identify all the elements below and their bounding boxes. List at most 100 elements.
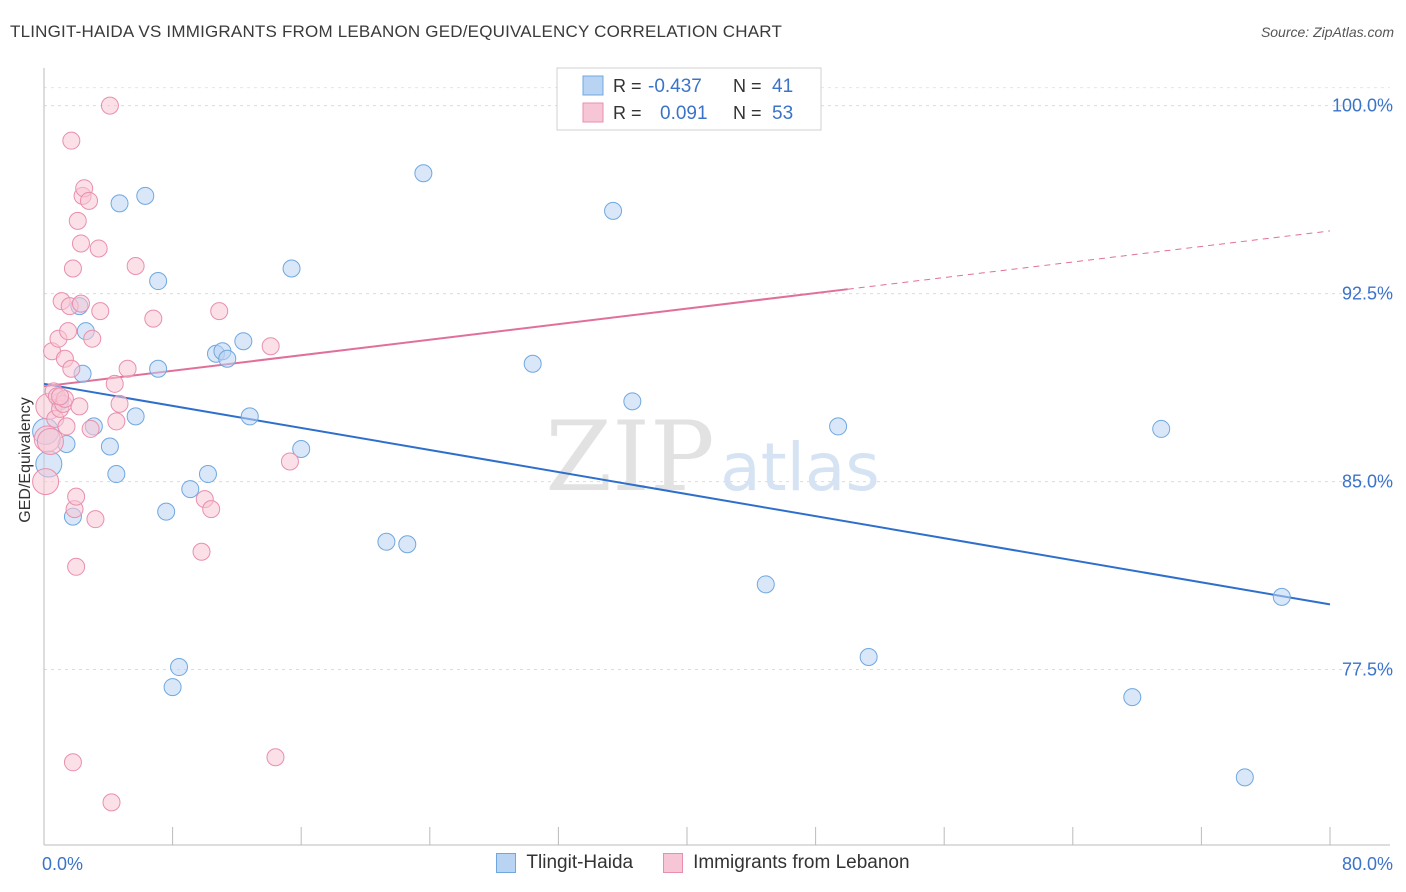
- legend-entry-lebanon: Immigrants from Lebanon: [663, 852, 910, 874]
- scatter-point-tlingit: [377, 532, 396, 551]
- scatter-point-lebanon: [102, 793, 121, 812]
- trend-line-extension-1: [847, 230, 1331, 290]
- watermark: ZIP atlas: [545, 401, 879, 513]
- scatter-point-tlingit: [181, 480, 200, 499]
- legend-label-tlingit: Tlingit-Haida: [526, 852, 634, 873]
- grid-layer: [44, 87, 1390, 671]
- scatter-point-lebanon: [107, 412, 126, 431]
- scatter-point-lebanon: [63, 259, 82, 278]
- scatter-point-tlingit: [292, 439, 311, 458]
- scatter-point-tlingit: [136, 186, 155, 205]
- scatter-point-tlingit: [240, 407, 259, 426]
- scatter-point-tlingit: [149, 272, 168, 291]
- scatter-point-tlingit: [100, 437, 119, 456]
- scatter-point-lebanon: [89, 239, 108, 258]
- scatter-point-tlingit: [604, 201, 623, 220]
- scatter-point-lebanon: [51, 387, 70, 406]
- trend-layer: [43, 230, 1331, 606]
- legend-n-label-1: N =: [733, 76, 762, 96]
- scatter-point-tlingit: [110, 194, 129, 213]
- y-tick-label: 85.0%: [1342, 472, 1393, 492]
- scatter-point-lebanon: [210, 302, 229, 321]
- scatter-point-tlingit: [170, 658, 189, 677]
- trend-line-0: [43, 382, 1331, 606]
- scatter-point-lebanon: [280, 452, 299, 471]
- y-tick-labels: 77.5% 85.0% 92.5% 100.0%: [1332, 96, 1393, 680]
- scatter-point-lebanon: [202, 500, 221, 519]
- watermark-zip: ZIP: [545, 401, 714, 513]
- scatter-point-lebanon: [126, 257, 145, 276]
- scatter-point-lebanon: [32, 468, 60, 496]
- legend-r-label-2: R =: [613, 103, 642, 123]
- scatter-point-lebanon: [105, 374, 124, 393]
- y-axis-label: GED/Equivalency: [17, 397, 34, 522]
- stats-legend: R = -0.437 N = 41 R = 0.091 N = 53: [556, 67, 822, 131]
- legend-square-lebanon: [663, 853, 684, 873]
- axis-layer: [43, 68, 1390, 846]
- legend-r-value-1: -0.437: [648, 76, 702, 97]
- scatter-point-tlingit: [163, 678, 182, 697]
- scatter-point-lebanon: [266, 748, 285, 767]
- scatter-point-tlingit: [234, 332, 253, 351]
- legend-square-tlingit: [496, 853, 517, 873]
- legend-r-label-1: R =: [613, 76, 642, 96]
- scatter-point-tlingit: [1123, 688, 1142, 707]
- legend-r-value-2: 0.091: [660, 103, 708, 124]
- legend-label-lebanon: Immigrants from Lebanon: [693, 852, 910, 873]
- scatter-point-tlingit: [1152, 419, 1171, 438]
- scatter-point-lebanon: [91, 302, 110, 321]
- legend-swatch-tlingit: [582, 75, 604, 96]
- scatter-point-lebanon: [80, 191, 99, 210]
- y-tick-label: 77.5%: [1342, 660, 1393, 680]
- scatter-point-lebanon: [71, 294, 90, 313]
- legend-n-value-1: 41: [772, 76, 793, 97]
- scatter-point-tlingit: [157, 502, 176, 521]
- scatter-point-lebanon: [63, 753, 82, 772]
- legend-entry-tlingit: Tlingit-Haida: [496, 852, 633, 874]
- scatter-point-tlingit: [282, 259, 301, 278]
- scatter-point-lebanon: [110, 394, 129, 413]
- x-tick-label-min: 0.0%: [42, 854, 83, 874]
- scatter-point-lebanon: [57, 417, 76, 436]
- scatter-point-tlingit: [829, 417, 848, 436]
- scatter-point-tlingit: [198, 465, 217, 484]
- scatter-point-tlingit: [1235, 768, 1254, 787]
- scatter-point-lebanon: [59, 322, 78, 341]
- x-tick-label-max: 80.0%: [1342, 854, 1393, 874]
- y-tick-label: 92.5%: [1342, 284, 1393, 304]
- scatter-point-lebanon: [83, 329, 102, 348]
- y-tick-label: 100.0%: [1332, 96, 1393, 116]
- scatter-point-lebanon: [100, 96, 119, 115]
- scatter-point-tlingit: [414, 164, 433, 183]
- scatter-point-lebanon: [67, 487, 86, 506]
- scatter-point-tlingit: [859, 648, 878, 667]
- scatter-point-tlingit: [126, 407, 145, 426]
- scatter-point-lebanon: [118, 359, 137, 378]
- trend-line-1: [43, 288, 848, 388]
- scatter-point-tlingit: [107, 465, 126, 484]
- scatter-point-lebanon: [68, 211, 87, 230]
- points-layer: [32, 96, 1291, 812]
- scatter-point-lebanon: [67, 557, 86, 576]
- scatter-point-tlingit: [1272, 587, 1291, 606]
- watermark-atlas: atlas: [720, 429, 880, 506]
- scatter-point-tlingit: [623, 392, 642, 411]
- scatter-point-lebanon: [144, 309, 163, 328]
- scatter-point-lebanon: [86, 510, 105, 529]
- legend-n-value-2: 53: [772, 103, 793, 124]
- series-legend: Tlingit-Haida Immigrants from Lebanon: [0, 852, 1406, 874]
- legend-swatch-lebanon: [582, 102, 604, 123]
- legend-n-label-2: N =: [733, 103, 762, 123]
- scatter-point-tlingit: [218, 349, 237, 368]
- scatter-point-lebanon: [261, 337, 280, 356]
- scatter-point-tlingit: [756, 575, 775, 594]
- scatter-point-lebanon: [70, 397, 89, 416]
- scatter-point-lebanon: [71, 234, 90, 253]
- scatter-point-lebanon: [62, 359, 81, 378]
- scatter-point-lebanon: [81, 419, 100, 438]
- scatter-point-lebanon: [62, 131, 81, 150]
- scatter-point-lebanon: [192, 542, 211, 561]
- scatter-point-tlingit: [523, 354, 542, 373]
- chart-title: TLINGIT-HAIDA VS IMMIGRANTS FROM LEBANON…: [10, 22, 783, 41]
